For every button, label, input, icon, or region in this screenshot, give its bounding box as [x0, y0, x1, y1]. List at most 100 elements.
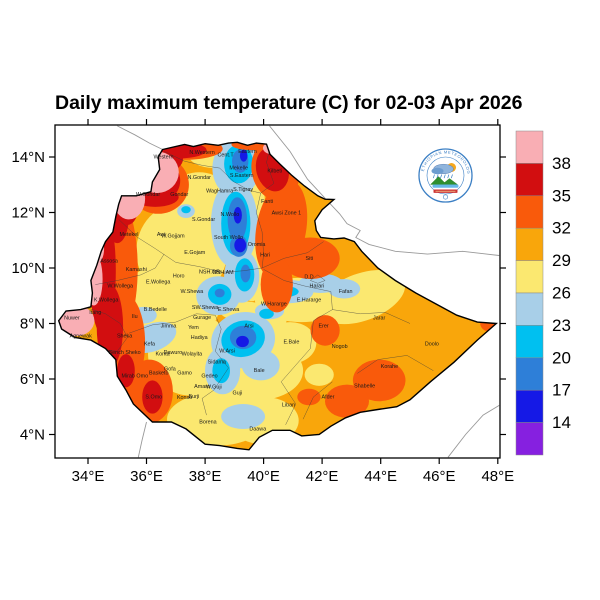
region-border-line — [256, 193, 264, 269]
zone-label: Nuwer — [64, 315, 80, 321]
region-border-line — [262, 241, 324, 269]
temp-patch-dr — [117, 354, 135, 388]
zone-label: Hadiya — [191, 335, 208, 341]
region-border-line — [118, 219, 263, 273]
zone-label: S.Gondar — [192, 217, 215, 223]
zone-label: B.Bedelle — [144, 307, 167, 313]
x-tick-label: 38°E — [189, 468, 222, 485]
y-tick-label: 6°N — [20, 371, 45, 388]
neighbor-border-line — [269, 125, 500, 256]
zone-label: Nogob — [332, 344, 348, 350]
zone-label: Kamashi — [126, 267, 147, 273]
zone-label: Horo — [173, 274, 185, 280]
x-tick-label: 44°E — [364, 468, 397, 485]
zone-label: Yem — [188, 325, 199, 331]
x-tick-label: 34°E — [72, 468, 105, 485]
colorbar-label: 32 — [552, 219, 571, 238]
zone-label: Basketo — [149, 370, 168, 376]
zone-label: N.Western — [189, 150, 214, 156]
zone-label: Kefa — [144, 342, 155, 348]
neighbor-border-line — [447, 405, 500, 458]
zone-label: Wolayita — [182, 351, 203, 357]
region-border-line — [95, 253, 165, 285]
zone-label: W.Shewa — [181, 289, 204, 295]
zone-label: Mirab Omo — [121, 374, 148, 380]
region-border-line — [87, 307, 128, 352]
zone-label: W.Wollega — [107, 283, 133, 289]
temp-patch-or — [281, 237, 340, 280]
zone-label: E.Gojam — [184, 250, 205, 256]
zone-label: Gurage — [193, 315, 211, 321]
zone-label: W.Hararge — [261, 302, 287, 308]
colorbar-cell — [515, 163, 544, 197]
zone-label: Konso — [177, 395, 192, 401]
zone-label: Awi — [157, 232, 166, 238]
colorbar-cell — [515, 389, 544, 423]
zone-label: Amaro — [194, 384, 210, 390]
y-tick-label: 8°N — [20, 316, 45, 333]
zone-label: Shabelle — [354, 383, 375, 389]
temp-patch-or — [310, 315, 340, 346]
region-border-line — [357, 355, 434, 374]
zone-label: E.Wollega — [146, 279, 170, 285]
zone-label: Jarar — [373, 315, 385, 321]
temp-patch-y — [263, 322, 317, 364]
region-border-line — [302, 381, 333, 420]
y-tick-label: 10°N — [11, 260, 45, 277]
colorbar-label: 14 — [552, 413, 571, 432]
temp-patch-p — [112, 177, 146, 220]
zone-label: E.Shewa — [218, 307, 240, 313]
zone-label: Gedeo — [201, 374, 217, 380]
zone-label: Sheka — [117, 333, 132, 339]
region-border-line — [332, 309, 411, 324]
zone-label: Hari — [260, 252, 270, 258]
zone-label: WagHamra — [206, 189, 233, 195]
zone-label: E.Hararge — [297, 297, 322, 303]
temp-patch-or — [352, 359, 406, 402]
zone-label: K.Wollega — [94, 297, 118, 303]
colorbar-label: 35 — [552, 186, 571, 205]
colorbar-cell — [515, 357, 544, 391]
zone-label: Arsi — [244, 324, 253, 330]
temp-patch-or — [260, 256, 293, 313]
zone-label: Afder — [322, 394, 335, 400]
region-border-line — [260, 147, 275, 194]
axes: 34°E 36°E 38°E 40°E 42°E 44°E 46°E 48°E 14°N 12°N… — [11, 119, 514, 485]
colorbar-label: 29 — [552, 251, 571, 270]
zone-label: Awsi Zone 1 — [272, 210, 302, 216]
logo-rain-icon — [440, 174, 443, 179]
zone-label: Gondar — [170, 192, 188, 198]
colorbar-label: 20 — [552, 348, 571, 367]
zone-label: Cent.T — [218, 152, 235, 158]
zone-label: Dawuro — [164, 350, 183, 356]
y-tick-label: 4°N — [20, 427, 45, 444]
zone-label: Bench Sheko — [109, 350, 141, 356]
colorbar-cell — [515, 130, 544, 164]
zone-label: S.Tigray — [233, 187, 253, 193]
temp-patch-b — [240, 264, 251, 283]
zone-label: E.Bale — [283, 340, 299, 346]
zone-label: N.Gondar — [188, 175, 212, 181]
plot-frame — [54, 124, 501, 459]
temp-patch-dr — [142, 380, 163, 414]
temp-patch-lb — [328, 279, 361, 299]
zone-label: Sidama — [208, 360, 226, 366]
zone-label: Eastern — [238, 149, 257, 155]
temp-patch-b — [214, 288, 225, 298]
zone-label: Metekel — [120, 232, 139, 238]
temp-patch-p — [96, 213, 112, 237]
zone-label: W.Guji — [206, 385, 222, 391]
x-tick-label: 36°E — [130, 468, 163, 485]
zone-label: Assosa — [100, 258, 118, 264]
zone-label: Siti — [306, 256, 314, 262]
region-border-line — [263, 269, 333, 425]
logo-rain-icon — [432, 174, 435, 179]
zone-label: Guji — [233, 390, 243, 396]
ethiopia-outline — [57, 141, 499, 451]
zone-label: Ilu — [132, 314, 138, 320]
zone-label: Mekelle — [229, 166, 248, 172]
colorbar-cell — [515, 422, 544, 456]
logo-rain-icon — [450, 174, 453, 179]
zone-label: Daawa — [249, 426, 266, 432]
